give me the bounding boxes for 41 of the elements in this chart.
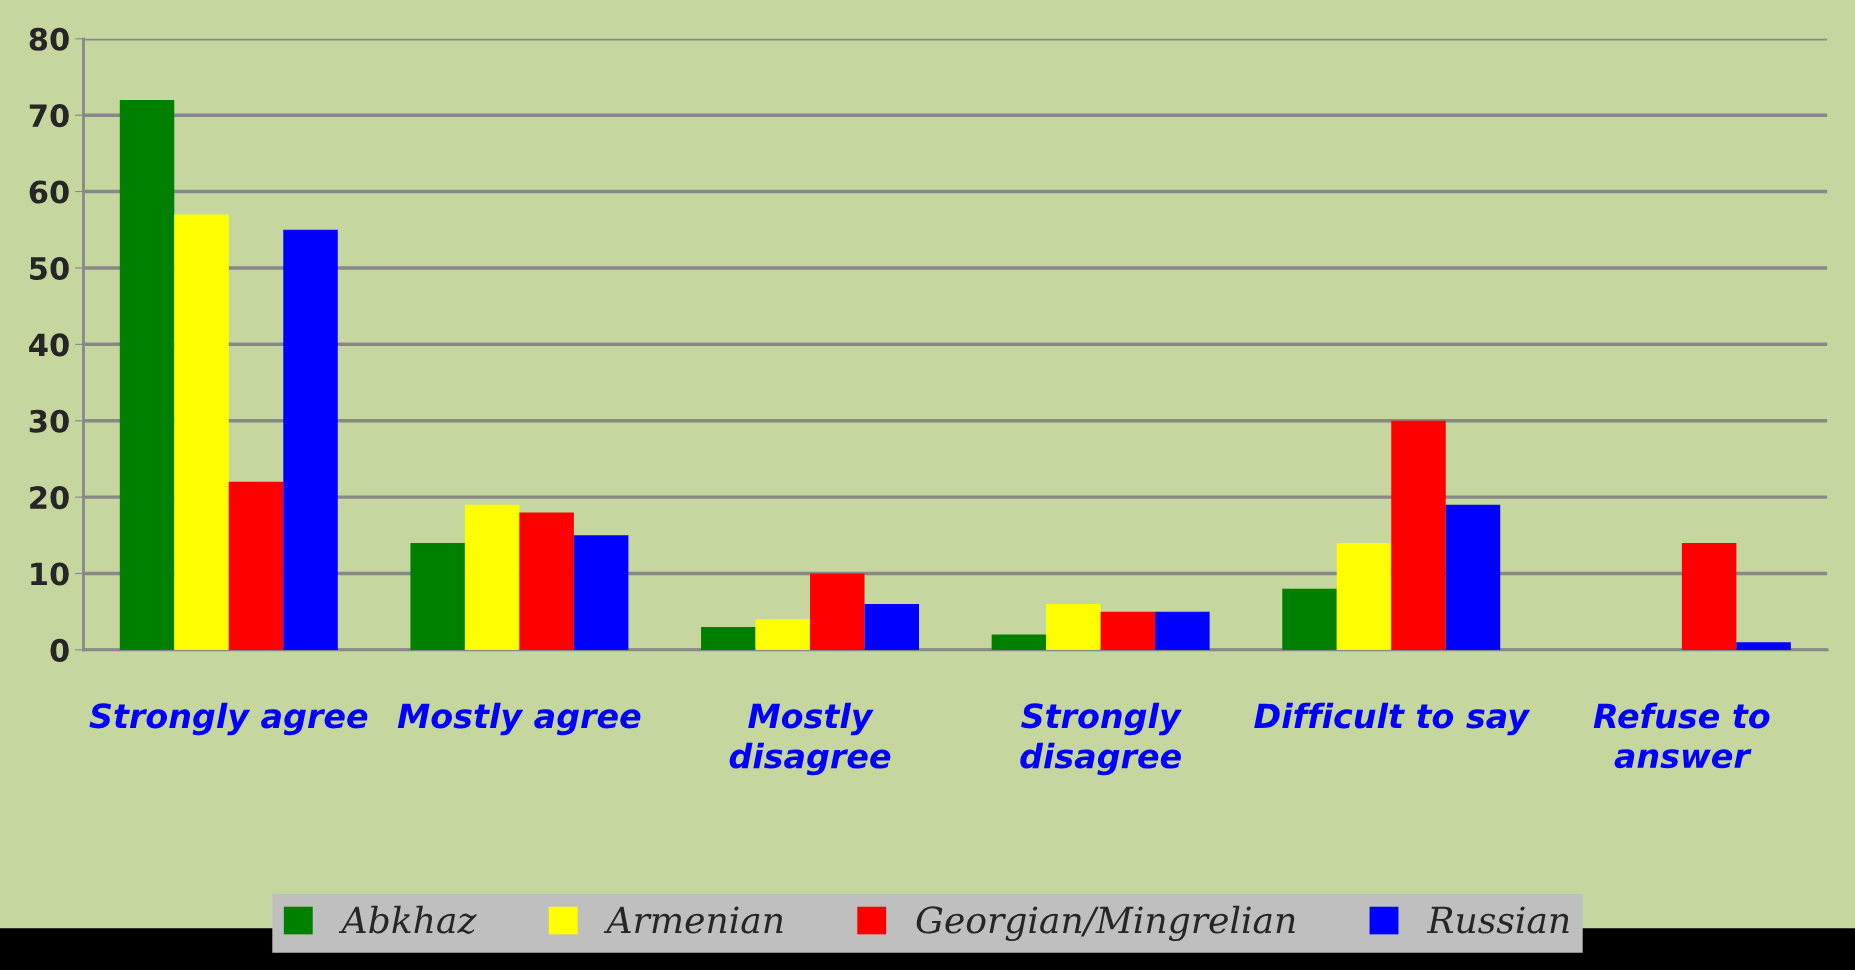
bar (1155, 611, 1210, 650)
y-tick-label: 80 (29, 27, 69, 51)
bar (1336, 542, 1392, 650)
y-tick-label: 70 (29, 104, 69, 128)
y-tick-label: 20 (30, 486, 69, 510)
legend-label: Georgian/Mingrelian (916, 905, 1295, 942)
bar (174, 214, 229, 650)
legend-label: Russian (1426, 906, 1569, 934)
y-tick-label: 40 (29, 333, 69, 357)
bar (410, 542, 465, 650)
y-tick-label: 0 (50, 638, 69, 662)
bar (283, 229, 338, 650)
y-tick-label: 50 (30, 256, 69, 281)
bar (1100, 611, 1156, 650)
x-tick-label: Mostly disagree (729, 702, 891, 776)
bar (810, 573, 865, 650)
x-tick-label: Refuse to answer (1593, 702, 1770, 769)
bar (119, 99, 175, 650)
bar (1445, 504, 1501, 650)
bar (701, 626, 756, 650)
bar (519, 512, 574, 650)
bar (1736, 642, 1791, 650)
y-tick-label: 60 (29, 180, 69, 204)
x-tick-label: Strongly agree (89, 702, 368, 736)
x-tick-label: Difficult to say (1254, 702, 1531, 736)
bar (1282, 588, 1337, 650)
bar (1046, 604, 1101, 650)
bar (1391, 420, 1446, 650)
bar (464, 504, 520, 650)
y-tick-label: 30 (29, 409, 69, 433)
legend-label: Armenian (603, 906, 783, 934)
bar (573, 535, 629, 650)
x-tick-label: Strongly disagree (1020, 702, 1182, 776)
bar (755, 619, 811, 650)
legend-label: Abkhaz (338, 905, 477, 935)
bar (991, 634, 1047, 650)
bar (864, 604, 919, 650)
y-tick-label: 10 (31, 562, 69, 586)
bar (1681, 542, 1737, 650)
bar (228, 481, 284, 650)
x-tick-label: Mostly agree (397, 702, 641, 736)
